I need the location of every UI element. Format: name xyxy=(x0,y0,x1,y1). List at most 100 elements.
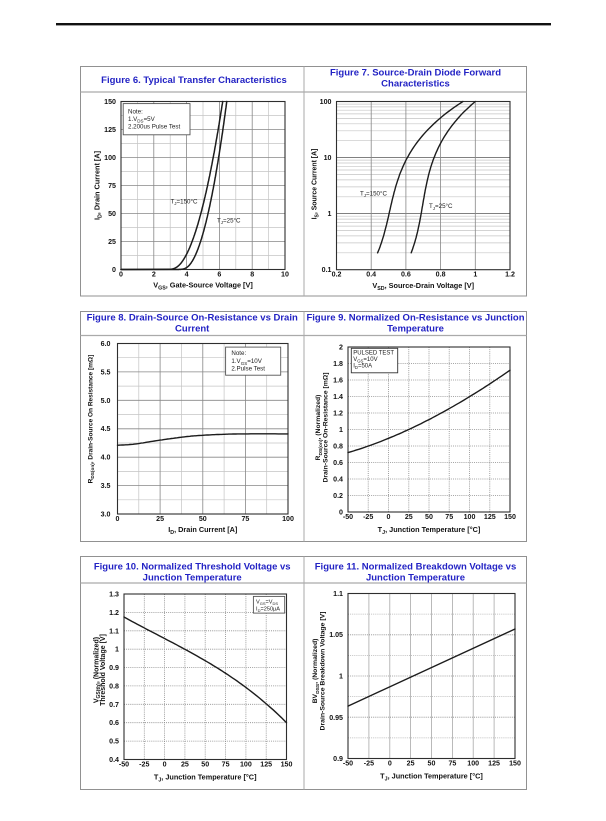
svg-text:0.6: 0.6 xyxy=(109,719,119,727)
svg-text:100: 100 xyxy=(240,761,252,769)
svg-text:75: 75 xyxy=(222,761,230,769)
svg-text:10: 10 xyxy=(324,154,332,162)
svg-text:1.6: 1.6 xyxy=(333,377,343,385)
svg-text:5.0: 5.0 xyxy=(101,397,111,405)
svg-text:3.0: 3.0 xyxy=(101,511,111,519)
svg-text:125: 125 xyxy=(488,760,500,768)
svg-text:-50: -50 xyxy=(343,513,353,521)
svg-text:-25: -25 xyxy=(364,760,374,768)
svg-text:Drain-Source Breakdown Voltage: Drain-Source Breakdown Voltage [V] xyxy=(320,612,327,731)
svg-text:50: 50 xyxy=(108,210,116,218)
svg-text:TJ, Junction Temperature [°C]: TJ, Junction Temperature [°C] xyxy=(380,772,483,783)
svg-text:RDS(on), (Normalized): RDS(on), (Normalized) xyxy=(315,395,324,461)
svg-text:ID=250µA: ID=250µA xyxy=(256,606,280,613)
svg-text:1.3: 1.3 xyxy=(109,591,119,599)
svg-text:1.VGS=10V: 1.VGS=10V xyxy=(231,358,262,366)
svg-text:0.7: 0.7 xyxy=(109,701,119,709)
svg-text:4: 4 xyxy=(185,271,189,279)
svg-text:Junction Temperature: Junction Temperature xyxy=(366,573,465,584)
svg-text:Threshold Voltage [V]: Threshold Voltage [V] xyxy=(100,634,107,706)
svg-text:150: 150 xyxy=(504,513,516,521)
svg-text:3.5: 3.5 xyxy=(101,482,111,490)
svg-text:4.5: 4.5 xyxy=(101,425,111,433)
svg-text:100: 100 xyxy=(282,515,294,523)
svg-text:125: 125 xyxy=(484,513,496,521)
svg-text:VSD, Source-Drain Voltage [V]: VSD, Source-Drain Voltage [V] xyxy=(372,281,474,292)
svg-text:4.0: 4.0 xyxy=(101,454,111,462)
svg-text:-50: -50 xyxy=(119,761,129,769)
svg-text:25: 25 xyxy=(156,515,164,523)
svg-text:0.2: 0.2 xyxy=(333,492,343,500)
svg-text:0.6: 0.6 xyxy=(401,271,411,279)
svg-text:Note:: Note: xyxy=(231,350,246,357)
svg-text:Drain-Source On-Resistance [mΩ: Drain-Source On-Resistance [mΩ] xyxy=(322,372,329,482)
svg-text:Figure 11. Normalized Breakdow: Figure 11. Normalized Breakdown Voltage … xyxy=(315,562,517,573)
svg-text:Characteristics: Characteristics xyxy=(381,79,450,90)
svg-text:TJ=150°C: TJ=150°C xyxy=(171,199,198,207)
svg-text:PULSED TEST: PULSED TEST xyxy=(353,351,394,357)
svg-text:1.1: 1.1 xyxy=(109,627,119,635)
svg-text:0: 0 xyxy=(163,761,167,769)
svg-text:100: 100 xyxy=(320,98,332,106)
svg-text:50: 50 xyxy=(428,760,436,768)
svg-text:-25: -25 xyxy=(363,513,373,521)
svg-text:75: 75 xyxy=(108,182,116,190)
svg-text:ID, Drain Current [A]: ID, Drain Current [A] xyxy=(168,525,238,536)
svg-text:1.2: 1.2 xyxy=(505,271,515,279)
svg-text:0.4: 0.4 xyxy=(109,756,119,764)
svg-text:150: 150 xyxy=(281,761,293,769)
svg-text:1: 1 xyxy=(115,646,119,654)
svg-text:2: 2 xyxy=(339,344,343,352)
svg-text:25: 25 xyxy=(405,513,413,521)
svg-text:Junction Temperature: Junction Temperature xyxy=(143,573,242,584)
svg-text:0.2: 0.2 xyxy=(332,271,342,279)
svg-text:75: 75 xyxy=(241,515,249,523)
svg-text:0.4: 0.4 xyxy=(366,271,376,279)
svg-text:VGS=10V: VGS=10V xyxy=(353,357,377,364)
svg-text:0: 0 xyxy=(119,271,123,279)
svg-text:ID, Drain Current [A]: ID, Drain Current [A] xyxy=(92,150,103,220)
svg-text:1.2: 1.2 xyxy=(333,410,343,418)
svg-text:-50: -50 xyxy=(343,760,353,768)
svg-text:Figure 7. Source-Drain Diode F: Figure 7. Source-Drain Diode Forward xyxy=(330,68,501,79)
svg-text:Current: Current xyxy=(175,324,210,335)
svg-text:50: 50 xyxy=(425,513,433,521)
svg-text:0.8: 0.8 xyxy=(109,682,119,690)
svg-text:1.VDS=5V: 1.VDS=5V xyxy=(128,116,156,124)
svg-text:RDS(on), Drain-Source On Resis: RDS(on), Drain-Source On Resistance [mΩ] xyxy=(88,355,96,484)
svg-text:TJ=150°C: TJ=150°C xyxy=(360,191,387,199)
svg-text:0.6: 0.6 xyxy=(333,459,343,467)
svg-text:150: 150 xyxy=(104,98,116,106)
svg-text:1.1: 1.1 xyxy=(333,590,343,598)
svg-text:IS, Source Current [A]: IS, Source Current [A] xyxy=(312,149,321,220)
svg-text:125: 125 xyxy=(104,126,116,134)
svg-text:Figure 6. Typical Transfer Cha: Figure 6. Typical Transfer Characteristi… xyxy=(101,75,287,86)
svg-text:0.5: 0.5 xyxy=(109,738,119,746)
svg-text:TJ=25°C: TJ=25°C xyxy=(217,218,241,226)
svg-text:0.1: 0.1 xyxy=(322,266,332,274)
svg-text:100: 100 xyxy=(464,513,476,521)
svg-text:6: 6 xyxy=(217,271,221,279)
svg-text:6.0: 6.0 xyxy=(101,340,111,348)
svg-text:BVDSS, (Normalized): BVDSS, (Normalized) xyxy=(312,639,321,704)
svg-text:0.95: 0.95 xyxy=(329,714,343,722)
svg-text:TJ, Junction Temperature [°C]: TJ, Junction Temperature [°C] xyxy=(154,773,257,784)
svg-text:0.4: 0.4 xyxy=(333,476,343,484)
svg-text:TJ=25°C: TJ=25°C xyxy=(429,203,453,211)
svg-text:2.200us Pulse Test: 2.200us Pulse Test xyxy=(128,123,180,130)
svg-text:0.9: 0.9 xyxy=(333,755,343,763)
svg-text:Figure 8. Drain-Source On-Resi: Figure 8. Drain-Source On-Resistance vs … xyxy=(87,313,298,324)
svg-text:Figure 10. Normalized Threshol: Figure 10. Normalized Threshold Voltage … xyxy=(94,562,291,573)
svg-text:75: 75 xyxy=(445,513,453,521)
svg-text:1.05: 1.05 xyxy=(329,631,343,639)
svg-text:150: 150 xyxy=(509,760,521,768)
svg-text:1: 1 xyxy=(339,426,343,434)
svg-text:25: 25 xyxy=(407,760,415,768)
svg-text:10: 10 xyxy=(281,271,289,279)
svg-text:75: 75 xyxy=(448,760,456,768)
svg-text:0: 0 xyxy=(388,760,392,768)
svg-text:125: 125 xyxy=(260,761,272,769)
svg-text:TJ, Junction Temperature [°C]: TJ, Junction Temperature [°C] xyxy=(378,525,481,536)
svg-text:1.2: 1.2 xyxy=(109,609,119,617)
svg-text:50: 50 xyxy=(201,761,209,769)
